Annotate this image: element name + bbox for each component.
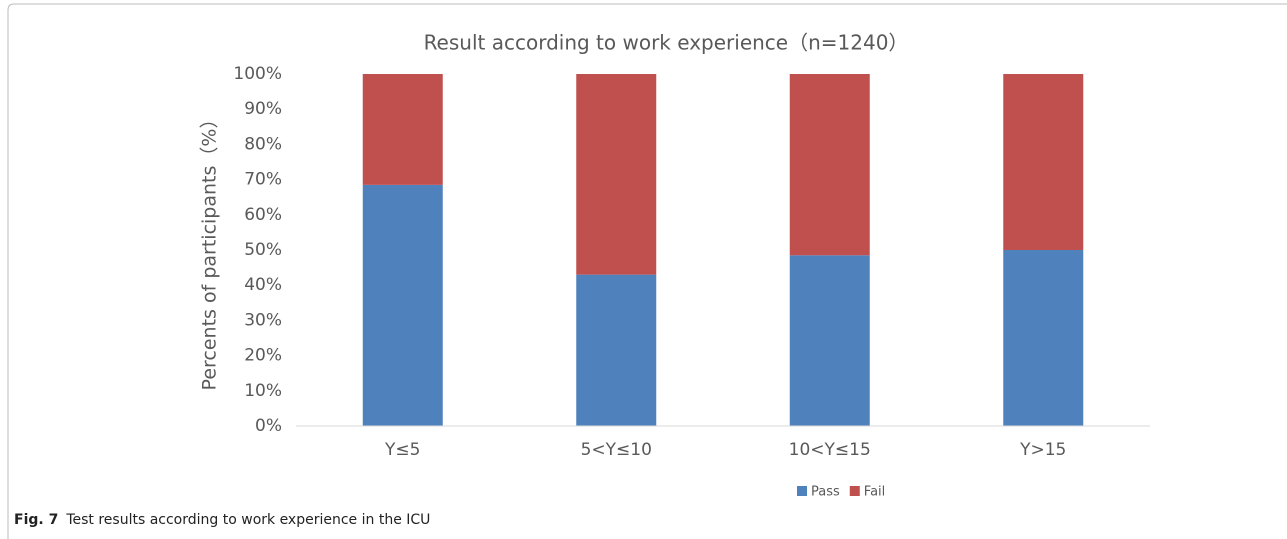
caption: Fig. 7 Test results according to work exp… <box>14 512 430 528</box>
y-tick-label: 90% <box>244 99 282 119</box>
bar-segment <box>576 274 657 426</box>
legend-label: Pass <box>811 485 840 500</box>
bar-segment <box>362 184 443 426</box>
y-tick-label: 30% <box>244 310 282 330</box>
x-tick-label: 5<Y≤10 <box>581 440 652 460</box>
y-tick-label: 20% <box>244 346 282 366</box>
y-tick-label: 80% <box>244 134 282 154</box>
chart-title: Result according to work experience（n=12… <box>424 31 909 55</box>
y-tick-label: 60% <box>244 205 282 225</box>
y-tick-label: 70% <box>244 170 282 190</box>
caption-label: Fig. 7 <box>14 512 58 528</box>
y-tick-label: 10% <box>244 381 282 401</box>
frame <box>7 3 1287 539</box>
bar-segment <box>789 74 870 256</box>
bar-segment <box>362 74 443 185</box>
x-tick-label: Y≤5 <box>384 440 420 460</box>
bar-segment <box>576 74 657 275</box>
bar-segment <box>789 255 870 426</box>
y-tick-label: 50% <box>244 240 282 260</box>
caption-text: Test results according to work experienc… <box>65 512 430 528</box>
bar-segment <box>1003 74 1084 250</box>
bar-segment <box>1003 250 1084 426</box>
x-tick-label: 10<Y≤15 <box>789 440 871 460</box>
x-tick-label: Y>15 <box>1019 440 1066 460</box>
legend-label: Fail <box>864 485 885 500</box>
y-axis-label: Percents of participants（%） <box>199 110 221 391</box>
y-tick-label: 0% <box>255 416 282 436</box>
y-tick-label: 40% <box>244 275 282 295</box>
y-tick-label: 100% <box>233 64 282 84</box>
legend-swatch <box>849 486 860 496</box>
legend-swatch <box>797 486 807 496</box>
